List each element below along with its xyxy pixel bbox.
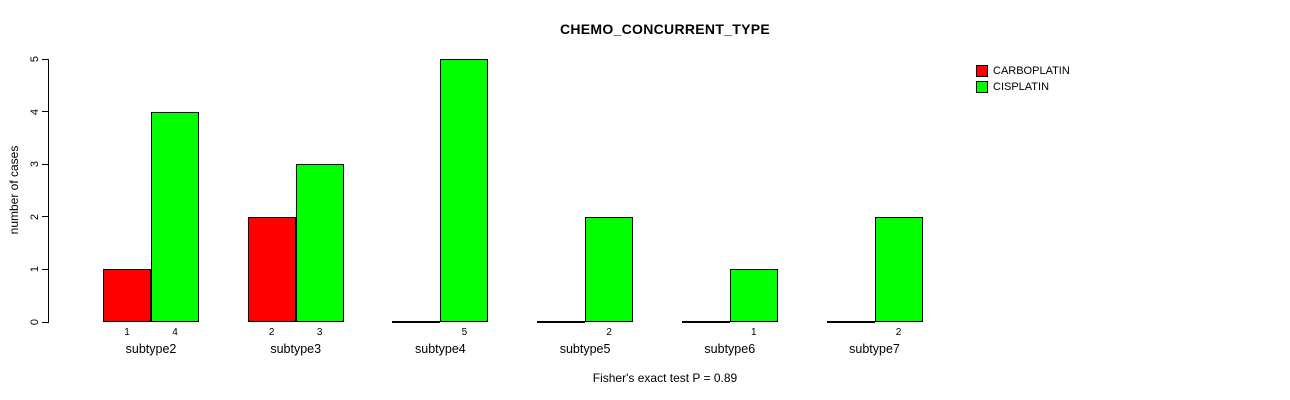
footer-annotation: Fisher's exact test P = 0.89 <box>592 371 738 385</box>
y-tick-1 <box>42 268 48 270</box>
legend-swatch-carboplatin-icon <box>976 64 988 77</box>
bar-value-label-cisplatin-subtype2: 4 <box>172 327 178 338</box>
y-tick-0 <box>42 321 48 323</box>
y-tick-label-2: 2 <box>29 213 41 220</box>
bar-cisplatin-subtype4 <box>440 59 489 322</box>
category-label-subtype6: subtype6 <box>704 342 756 356</box>
y-tick-label-4: 4 <box>29 108 41 115</box>
y-tick-label-1: 1 <box>29 266 41 273</box>
bar-cisplatin-subtype5 <box>585 216 634 322</box>
zero-bar-carboplatin-subtype6 <box>681 321 730 323</box>
y-tick-label-3: 3 <box>29 161 41 168</box>
zero-bar-carboplatin-subtype5 <box>537 321 586 323</box>
legend-item-carboplatin: CARBOPLATIN <box>976 63 1070 78</box>
bar-cisplatin-subtype2 <box>151 111 199 322</box>
legend-label-cisplatin: CISPLATIN <box>993 80 1050 93</box>
y-tick-2 <box>42 216 48 218</box>
bar-value-label-cisplatin-subtype5: 2 <box>606 327 612 338</box>
legend-label-carboplatin: CARBOPLATIN <box>993 64 1070 77</box>
bar-carboplatin-subtype3 <box>247 216 296 322</box>
y-tick-5 <box>42 58 48 60</box>
legend-swatch-cisplatin-icon <box>976 80 988 93</box>
bar-value-label-cisplatin-subtype6: 1 <box>751 327 757 338</box>
y-tick-label-0: 0 <box>29 318 41 326</box>
category-label-subtype2: subtype2 <box>125 342 177 356</box>
bar-value-label-carboplatin-subtype3: 2 <box>268 327 275 338</box>
bar-cisplatin-subtype7 <box>874 216 923 322</box>
chart-title: CHEMO_CONCURRENT_TYPE <box>559 21 771 37</box>
y-tick-3 <box>42 163 48 165</box>
bar-value-label-cisplatin-subtype7: 2 <box>895 327 902 338</box>
bar-carboplatin-subtype2 <box>103 269 151 322</box>
bar-value-label-cisplatin-subtype3: 3 <box>316 327 323 338</box>
legend: CARBOPLATIN CISPLATIN <box>976 63 1070 95</box>
bar-value-label-carboplatin-subtype2: 1 <box>124 327 130 338</box>
bar-value-label-cisplatin-subtype4: 5 <box>461 327 468 338</box>
y-tick-4 <box>42 111 48 113</box>
category-label-subtype5: subtype5 <box>559 342 611 356</box>
y-tick-label-5: 5 <box>29 55 41 63</box>
zero-bar-carboplatin-subtype7 <box>826 321 875 323</box>
zero-bar-carboplatin-subtype4 <box>392 321 441 323</box>
category-label-subtype7: subtype7 <box>849 342 900 356</box>
y-axis-line <box>48 59 49 323</box>
category-label-subtype4: subtype4 <box>415 342 466 356</box>
bar-cisplatin-subtype3 <box>295 164 344 322</box>
bar-cisplatin-subtype6 <box>729 269 778 322</box>
legend-item-cisplatin: CISPLATIN <box>976 79 1070 94</box>
category-label-subtype3: subtype3 <box>270 342 322 356</box>
